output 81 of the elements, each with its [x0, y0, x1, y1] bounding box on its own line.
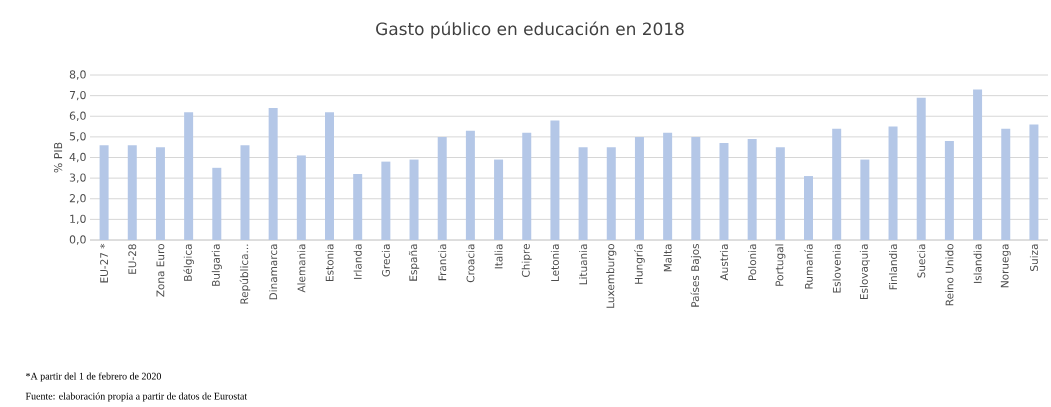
x-tick-label: Luxemburgo [606, 244, 617, 308]
x-tick-label: Zona Euro [156, 244, 165, 297]
bar [465, 130, 475, 240]
y-tick-label: 8,0 [69, 70, 86, 80]
x-tick-label: Malta [663, 244, 672, 272]
y-tick-label: 5,0 [69, 132, 86, 142]
x-tick-label: Lituania [579, 244, 588, 285]
text: *A partir del 1 de febrero de 2020 [26, 372, 161, 382]
bar [916, 97, 926, 240]
x-tick-label: Dinamarca [269, 244, 278, 300]
x-tick-label: Noruega [1000, 244, 1011, 288]
y-axis-title: % PIB [53, 142, 63, 173]
y-tick-label: 1,0 [70, 214, 86, 225]
x-tick-label: Austria [719, 244, 729, 281]
bar [184, 112, 194, 240]
bar [1001, 128, 1011, 240]
bar [719, 143, 729, 240]
bar [663, 132, 673, 240]
x-tick-label: Suecia [917, 244, 926, 278]
x-tick-label: Finlandia [889, 244, 898, 290]
bar [522, 132, 532, 240]
x-tick-label: Polonia [748, 244, 757, 281]
x-tick-label: Bulgaria [211, 244, 222, 286]
x-tick-label: Francia [438, 244, 447, 281]
y-tick-label: 4,0 [69, 152, 86, 163]
bar [494, 159, 504, 240]
bar [691, 136, 701, 240]
x-tick-label: Reino Unido [945, 244, 954, 306]
bar [155, 147, 165, 240]
bar [634, 136, 644, 240]
bar [353, 174, 363, 240]
bar [437, 136, 447, 240]
x-tick-label: Estonia [325, 244, 334, 281]
bar [240, 145, 250, 240]
x-tick-label: Islandia [973, 244, 982, 283]
chart-title: Gasto público en educación en 2018 [376, 21, 684, 39]
x-tick-label: Bélgica [183, 244, 194, 281]
y-tick-label: 7,0 [69, 90, 86, 101]
bar [268, 108, 278, 240]
x-tick-label: Grecia [381, 244, 390, 277]
bar [888, 126, 898, 240]
y-tick-label: 6,0 [69, 111, 86, 121]
bar [860, 159, 870, 240]
x-tick-label: Portugal [775, 244, 786, 286]
bar [381, 161, 391, 240]
y-tick-label: 3,0 [69, 173, 86, 183]
x-tick-label: Países Bajos [690, 244, 702, 307]
x-tick-label: Irlanda [353, 244, 362, 279]
x-tick-label: España [408, 244, 420, 281]
bar [578, 147, 588, 240]
x-tick-label: República... [239, 244, 251, 304]
bar [409, 159, 419, 240]
x-tick-label: Letonia [550, 244, 559, 282]
bar [1029, 124, 1039, 240]
bar [944, 141, 954, 240]
source-note: Fuente: elaboración propia a partir de datos de Eurostat [25, 392, 248, 402]
bar [775, 147, 785, 240]
bar [973, 89, 983, 240]
bar [832, 128, 842, 240]
bar [127, 145, 137, 240]
x-tick-label: EU-27 * [100, 243, 109, 283]
y-tick-label: 0,0 [69, 235, 86, 245]
x-tick-label: Eslovenia [832, 244, 841, 293]
bar [550, 120, 560, 240]
bar [747, 138, 757, 240]
bar [296, 155, 306, 240]
bar [325, 112, 335, 240]
x-tick-label: Suiza [1029, 244, 1038, 271]
x-tick-label: EU-28 [128, 244, 137, 274]
bar [99, 145, 109, 240]
bar [804, 176, 814, 240]
x-tick-label: Rumanía [804, 244, 813, 289]
x-tick-label: Croacia [466, 244, 475, 283]
bar [606, 147, 616, 240]
x-tick-label: Hungría [634, 244, 645, 284]
bar [212, 167, 222, 240]
x-tick-label: Alemania [297, 244, 306, 293]
x-tick-label: Eslovaquia [859, 244, 870, 300]
y-tick-label: 2,0 [69, 194, 86, 204]
x-tick-label: Chipre [521, 244, 532, 277]
x-tick-label: Italia [494, 244, 503, 269]
